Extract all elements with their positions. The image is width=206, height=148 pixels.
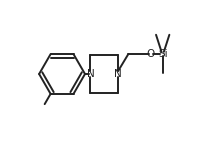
Text: N: N [87, 69, 94, 79]
Text: Si: Si [157, 49, 167, 59]
Text: N: N [113, 69, 121, 79]
Text: O: O [146, 49, 154, 59]
